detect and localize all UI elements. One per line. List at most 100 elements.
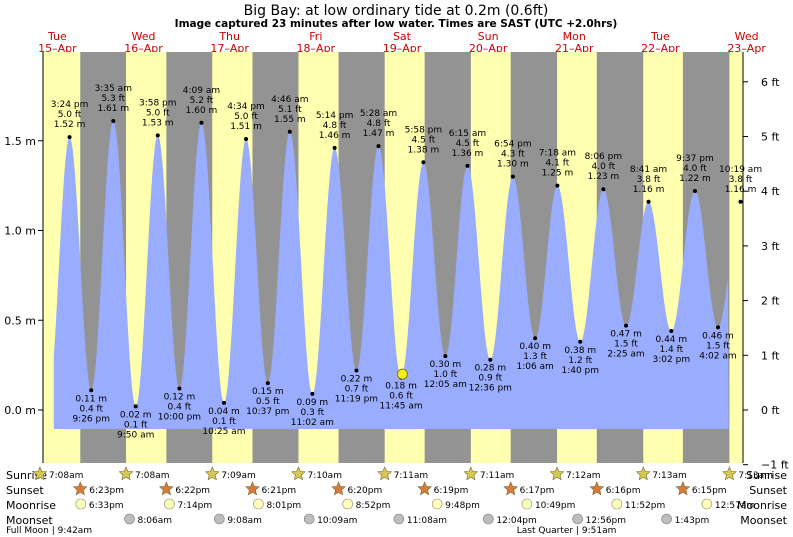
sunset-star-icon xyxy=(503,481,519,496)
moonrise-time: 6:33pm xyxy=(89,501,124,511)
day-date-label: 17–Apr xyxy=(210,42,249,55)
low-tide-point xyxy=(669,329,674,334)
right-tick-label: 4 ft xyxy=(761,185,780,198)
low-m-label: 0.38 m xyxy=(564,346,596,356)
right-tick-label: −1 ft xyxy=(761,459,789,472)
sunrise-row-label-right: Sunrise xyxy=(746,469,787,482)
high-m-label: 1.51 m xyxy=(230,122,262,132)
low-tide-point xyxy=(488,357,493,362)
day-date-label: 19–Apr xyxy=(383,42,422,55)
right-tick-label: 1 ft xyxy=(761,349,780,362)
moonrise-icon xyxy=(164,498,175,510)
sunset-star-icon xyxy=(589,481,605,496)
moonrise-time: 12:57am xyxy=(715,501,755,511)
moonset-icon xyxy=(661,513,672,525)
moonset-icon xyxy=(303,513,315,525)
moonrise-time: 8:52pm xyxy=(356,501,391,511)
sunrise-time: 7:11am xyxy=(480,471,515,481)
astro-rows: Sunrise Sunset Moonrise Moonset Sunrise … xyxy=(6,466,788,536)
low-tide-point xyxy=(133,404,138,409)
low-time-label: 10:00 pm xyxy=(158,412,201,422)
sunrise-star-icon xyxy=(204,466,220,481)
moonset-time: 10:09am xyxy=(317,516,357,526)
low-tide-point xyxy=(177,386,182,391)
high-time-label: 6:54 pm xyxy=(494,140,532,150)
high-m-label: 1.38 m xyxy=(408,145,440,155)
high-m-label: 1.30 m xyxy=(497,160,529,170)
sunrise-time: 7:10am xyxy=(307,471,342,481)
sunset-time: 6:22pm xyxy=(175,486,210,496)
low-tide-point xyxy=(624,323,629,328)
day-name-label: Tue xyxy=(47,30,67,43)
moonrise-row-label-left: Moonrise xyxy=(6,499,56,512)
sunset-star-icon xyxy=(417,481,433,496)
tide-extreme-labels: 3:24 pm5.0 ft1.52 m0.11 m0.4 ft9:26 pm3:… xyxy=(51,84,762,440)
low-m-label: 0.18 m xyxy=(385,382,417,392)
low-time-label: 1:06 am xyxy=(516,362,553,372)
high-ft-label: 3.8 ft xyxy=(729,175,753,185)
high-m-label: 1.25 m xyxy=(542,169,574,179)
moonset-time: 12:56pm xyxy=(586,516,626,526)
tide-area xyxy=(53,121,729,430)
low-ft-label: 0.1 ft xyxy=(124,420,148,430)
day-date-label: 22–Apr xyxy=(641,42,680,55)
moonrise-icon xyxy=(75,498,87,510)
low-time-label: 3:02 pm xyxy=(653,355,691,365)
sunset-star-icon xyxy=(158,481,174,496)
day-name-label: Sat xyxy=(393,30,412,43)
high-time-label: 3:24 pm xyxy=(51,100,89,110)
day-name-label: Wed xyxy=(735,30,759,43)
sunrise-star-icon xyxy=(291,466,306,481)
high-m-label: 1.61 m xyxy=(97,104,129,114)
moonset-icon xyxy=(214,513,225,525)
high-time-label: 5:58 pm xyxy=(405,125,443,135)
sunrise-star-icon xyxy=(635,466,651,481)
low-m-label: 0.46 m xyxy=(702,331,734,341)
high-ft-label: 4.0 ft xyxy=(683,164,707,174)
moonset-icon xyxy=(483,513,494,525)
left-tick-label: 0.0 m xyxy=(4,404,36,417)
high-time-label: 5:28 am xyxy=(360,109,397,119)
low-tide-point xyxy=(533,336,538,341)
high-tide-point xyxy=(421,160,426,165)
high-tide-point xyxy=(510,174,515,179)
day-name-label: Thu xyxy=(218,30,240,43)
high-tide-point xyxy=(244,136,249,141)
high-tide-point xyxy=(738,199,743,204)
daylight-band xyxy=(729,52,743,463)
day-header-labels: Tue15–AprWed16–AprThu17–AprFri18–AprSat1… xyxy=(38,30,766,55)
moonset-time: 12:04pm xyxy=(496,516,536,526)
high-time-label: 4:46 am xyxy=(271,95,308,105)
high-time-label: 6:15 am xyxy=(449,129,486,139)
low-ft-label: 1.2 ft xyxy=(568,356,592,366)
low-time-label: 11:02 am xyxy=(291,418,334,428)
high-m-label: 1.55 m xyxy=(274,115,306,125)
low-ft-label: 1.4 ft xyxy=(659,345,683,355)
low-tide-point xyxy=(310,391,315,396)
moon-phase-note: Full Moon | 9:42am xyxy=(6,526,92,536)
right-tick-label: 5 ft xyxy=(761,131,780,144)
high-m-label: 1.16 m xyxy=(725,185,757,195)
high-ft-label: 5.1 ft xyxy=(278,105,302,115)
high-m-label: 1.47 m xyxy=(363,129,395,139)
moonrise-time: 8:01pm xyxy=(266,501,301,511)
sunset-row-label-left: Sunset xyxy=(6,484,44,497)
low-ft-label: 0.5 ft xyxy=(256,397,280,407)
high-time-label: 3:35 am xyxy=(95,84,132,94)
low-ft-label: 1.0 ft xyxy=(433,370,457,380)
moonrise-row-label-right: Moonrise xyxy=(737,499,787,512)
sunset-row-label-right: Sunset xyxy=(749,484,787,497)
high-time-label: 4:09 am xyxy=(183,86,220,96)
sunset-time: 6:19pm xyxy=(434,486,469,496)
sunrise-time: 7:08am xyxy=(135,471,170,481)
low-m-label: 0.28 m xyxy=(474,364,506,374)
low-m-label: 0.44 m xyxy=(655,335,687,345)
high-ft-label: 5.0 ft xyxy=(234,112,258,122)
current-level-marker xyxy=(396,368,408,380)
low-time-label: 1:40 pm xyxy=(561,366,599,376)
high-ft-label: 4.8 ft xyxy=(367,119,391,129)
sunset-star-icon xyxy=(245,481,260,496)
high-time-label: 3:58 pm xyxy=(139,98,177,108)
sunrise-star-icon xyxy=(118,466,134,481)
